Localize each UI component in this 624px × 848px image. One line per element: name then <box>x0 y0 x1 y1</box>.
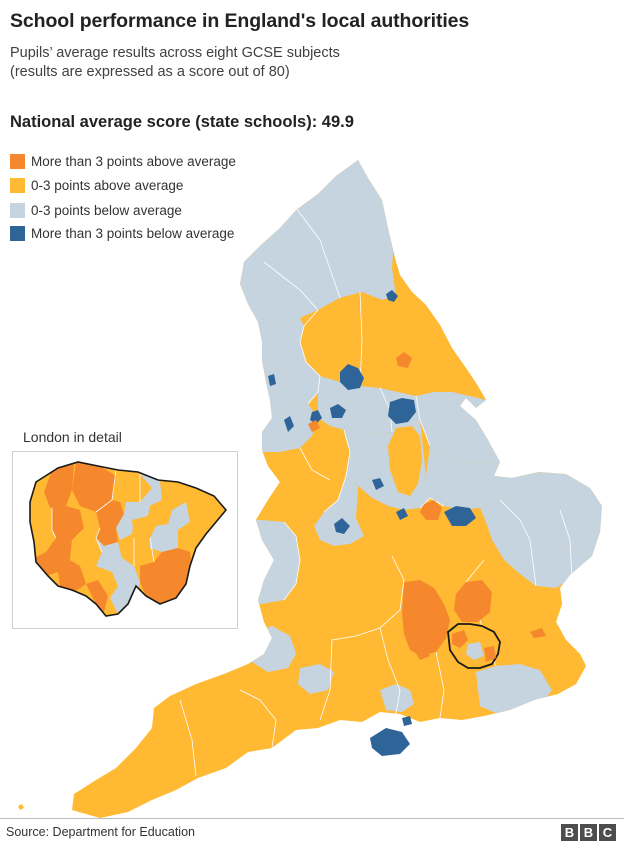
borough-ealing <box>52 506 84 540</box>
region-kent <box>500 626 586 690</box>
borough-enfield <box>112 470 152 502</box>
london-boroughs-main-2 <box>466 642 484 660</box>
national-average-label: National average score (state schools): … <box>10 113 354 131</box>
borough-tower <box>132 516 156 538</box>
region-home-counties <box>402 580 450 656</box>
well-above-authorities <box>308 352 546 660</box>
source-note: Source: Department for Education <box>6 825 195 839</box>
legend-swatch-well-below <box>10 226 25 241</box>
england-regions <box>18 160 602 818</box>
legend-label-below: 0-3 points below average <box>31 203 182 218</box>
authority-peterborough <box>444 506 476 526</box>
legend-label-well-above: More than 3 points above average <box>31 154 236 169</box>
authority-york <box>396 352 412 368</box>
region-east-midlands-south <box>356 486 492 572</box>
borough-richmond <box>58 560 86 592</box>
london-inset-boundaries <box>51 469 155 566</box>
borough-havering <box>180 484 226 528</box>
borough-kingston <box>86 580 108 612</box>
authority-southend <box>530 628 546 638</box>
borough-city <box>116 514 134 540</box>
london-inset-outline <box>29 461 228 617</box>
bbc-logo: B B C <box>561 824 616 841</box>
london-boroughs-main-3 <box>484 646 496 662</box>
authority-isle-of-wight <box>370 728 410 756</box>
region-warwickshire <box>314 476 364 546</box>
authority-derby <box>396 508 408 520</box>
borough-hounslow <box>34 538 72 576</box>
authority-newcastle <box>386 290 398 302</box>
borough-barking <box>168 502 190 530</box>
region-south-midlands <box>280 512 404 640</box>
chart-title: School performance in England's local au… <box>10 10 470 32</box>
london-boroughs <box>30 462 226 614</box>
legend-item-above: 0-3 points above average <box>10 178 183 193</box>
legend-item-well-above: More than 3 points above average <box>10 154 236 169</box>
borough-hillingdon <box>30 492 52 558</box>
legend-swatch-below <box>10 203 25 218</box>
legend-label-above: 0-3 points above average <box>31 178 184 193</box>
legend-item-well-below: More than 3 points below average <box>10 226 234 241</box>
borough-lewisham <box>134 538 154 566</box>
authority-birmingham <box>334 518 350 534</box>
legend-item-below: 0-3 points below average <box>10 203 182 218</box>
subtitle-line-1: Pupils’ average results across eight GCS… <box>10 45 340 61</box>
authority-middlesbrough <box>340 364 364 390</box>
authority-trafford <box>308 420 320 432</box>
chart-subtitle: Pupils’ average results across eight GCS… <box>10 44 570 82</box>
region-hampshire-patch <box>380 684 414 712</box>
borough-camden <box>96 500 124 530</box>
authority-blackpool <box>268 374 276 386</box>
legend-swatch-above <box>10 178 25 193</box>
borough-sutton <box>96 566 118 598</box>
subtitle-line-2: (results are expressed as a score out of… <box>10 64 290 80</box>
region-nottinghamshire <box>388 426 422 496</box>
authority-manchester <box>310 410 322 424</box>
authority-portsmouth <box>402 716 412 726</box>
borough-barnet <box>72 462 116 512</box>
legend-label-well-below: More than 3 points below average <box>31 226 235 241</box>
authority-bradford <box>330 404 346 418</box>
region-essex <box>468 540 572 636</box>
authority-wokingham <box>414 646 430 660</box>
borough-lambeth <box>96 538 122 572</box>
london-inset-map <box>29 461 228 617</box>
authority-stoke <box>372 478 384 490</box>
authority-liverpool <box>284 416 294 432</box>
borough-waltham <box>140 474 162 506</box>
isles-of-scilly <box>18 804 24 810</box>
borough-hackney <box>124 502 150 520</box>
region-east-anglia <box>480 472 602 588</box>
borough-harrow <box>44 464 74 508</box>
bbc-logo-letter-2: B <box>580 824 597 841</box>
england-region-shapes <box>230 160 602 714</box>
well-below-authorities <box>268 290 476 756</box>
authority-rutland <box>420 500 442 520</box>
legend-swatch-well-above <box>10 154 25 169</box>
borough-brent <box>80 506 100 534</box>
region-sussex <box>476 664 552 714</box>
borough-greenwich <box>150 524 180 552</box>
bbc-logo-letter-1: B <box>561 824 578 841</box>
region-lincolnshire <box>426 446 512 510</box>
borough-bromley <box>140 548 192 604</box>
london-boroughs-main-1 <box>452 630 468 648</box>
borough-newham <box>148 500 172 526</box>
borough-wandsworth <box>70 534 102 566</box>
footer-divider <box>0 818 624 819</box>
borough-westminster <box>96 528 118 546</box>
authority-hull <box>388 398 416 424</box>
region-wiltshire-patch <box>298 664 334 694</box>
bbc-logo-letter-3: C <box>599 824 616 841</box>
borough-redbridge <box>160 480 186 510</box>
region-hertfordshire <box>454 580 492 622</box>
london-inset-title: London in detail <box>23 429 122 445</box>
